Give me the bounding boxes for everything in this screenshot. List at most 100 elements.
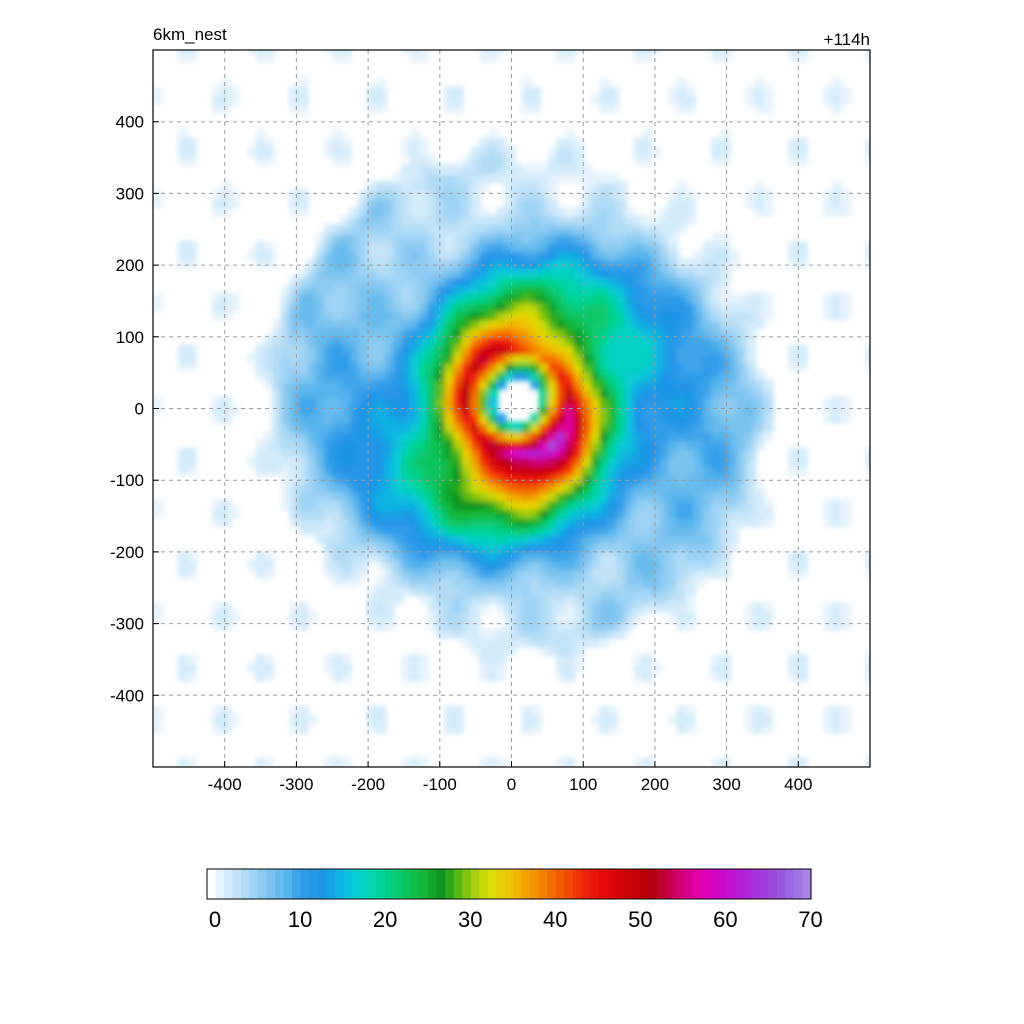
- wind-cell: [375, 439, 387, 450]
- wind-cell: [435, 215, 447, 226]
- wind-cell: [504, 344, 516, 356]
- wind-cell: [694, 533, 705, 545]
- wind-cell: [642, 275, 654, 287]
- wind-cell: [306, 525, 318, 536]
- wind-cell: [461, 318, 473, 330]
- wind-cell: [745, 516, 757, 528]
- wind-cell: [788, 447, 800, 459]
- wind-cell: [324, 525, 335, 536]
- wind-cell: [461, 636, 473, 648]
- wind-cell: [367, 301, 378, 312]
- wind-cell: [564, 309, 576, 321]
- wind-cell: [694, 568, 705, 579]
- wind-cell: [539, 585, 550, 596]
- wind-cell: [392, 378, 404, 390]
- wind-cell: [401, 507, 413, 519]
- wind-cell: [289, 206, 301, 218]
- wind-cell: [668, 318, 679, 330]
- wind-cell: [556, 232, 567, 244]
- wind-cell: [599, 172, 611, 183]
- wind-cell: [788, 258, 800, 269]
- wind-cell: [384, 602, 395, 614]
- wind-cell: [702, 327, 714, 338]
- wind-cell: [487, 327, 499, 338]
- wind-cell: [470, 189, 481, 201]
- y-tick-label: -200: [110, 543, 144, 562]
- wind-cell: [332, 525, 344, 536]
- wind-cell: [797, 146, 808, 158]
- wind-cell: [186, 757, 198, 767]
- wind-cell: [642, 344, 654, 356]
- wind-cell: [315, 258, 327, 269]
- wind-cell: [659, 353, 671, 364]
- wind-cell: [702, 490, 714, 502]
- colorbar-cell: [751, 869, 761, 899]
- wind-cell: [676, 318, 688, 330]
- wind-cell: [332, 146, 344, 158]
- wind-cell: [539, 378, 550, 390]
- wind-cell: [341, 525, 352, 536]
- wind-cell: [530, 430, 542, 442]
- wind-cell: [444, 189, 456, 201]
- wind-cell: [651, 396, 662, 407]
- wind-cell: [153, 722, 163, 734]
- wind-cell: [590, 507, 602, 519]
- wind-cell: [590, 292, 602, 304]
- wind-cell: [367, 103, 378, 115]
- wind-cell: [685, 344, 697, 356]
- wind-cell: [788, 137, 800, 149]
- wind-cell: [608, 370, 619, 381]
- wind-cell: [332, 507, 344, 519]
- wind-cell: [410, 671, 421, 682]
- wind-cell: [341, 51, 352, 63]
- wind-cell: [616, 309, 628, 321]
- wind-cell: [590, 628, 602, 639]
- wind-cell: [521, 525, 533, 536]
- wind-cell: [797, 662, 808, 674]
- wind-cell: [694, 413, 705, 424]
- wind-cell: [349, 284, 361, 295]
- wind-cell: [633, 232, 645, 244]
- wind-cell: [668, 430, 679, 442]
- wind-cell: [564, 137, 576, 149]
- wind-cell: [651, 292, 662, 304]
- wind-cell: [298, 490, 309, 502]
- wind-cell: [478, 378, 490, 390]
- wind-cell: [702, 361, 714, 373]
- wind-cell: [676, 542, 688, 553]
- wind-cell: [573, 318, 585, 330]
- wind-cell: [401, 361, 413, 373]
- wind-cell: [435, 525, 447, 536]
- wind-cell: [298, 482, 309, 493]
- wind-cell: [625, 404, 636, 416]
- wind-cell: [298, 602, 309, 614]
- wind-cell: [367, 266, 378, 278]
- wind-cell: [616, 258, 628, 269]
- wind-cell: [427, 421, 438, 433]
- wind-cell: [410, 473, 421, 485]
- wind-cell: [435, 241, 447, 252]
- wind-cell: [608, 180, 619, 192]
- wind-cell: [651, 473, 662, 485]
- wind-cell: [737, 421, 748, 433]
- wind-cell: [539, 482, 550, 493]
- wind-cell: [616, 232, 628, 244]
- wind-cell: [453, 309, 464, 321]
- wind-cell: [719, 361, 731, 373]
- wind-cell: [332, 129, 344, 140]
- wind-cell: [573, 292, 585, 304]
- wind-cell: [487, 439, 499, 450]
- wind-cell: [496, 628, 507, 639]
- wind-cell: [608, 327, 619, 338]
- wind-cell: [685, 94, 697, 106]
- wind-cell: [625, 490, 636, 502]
- wind-cell: [375, 396, 387, 407]
- wind-cell: [315, 421, 327, 433]
- wind-cell: [633, 490, 645, 502]
- wind-cell: [478, 344, 490, 356]
- wind-cell: [384, 275, 395, 287]
- wind-cell: [797, 258, 808, 269]
- wind-cell: [358, 241, 370, 252]
- wind-cell: [453, 353, 464, 364]
